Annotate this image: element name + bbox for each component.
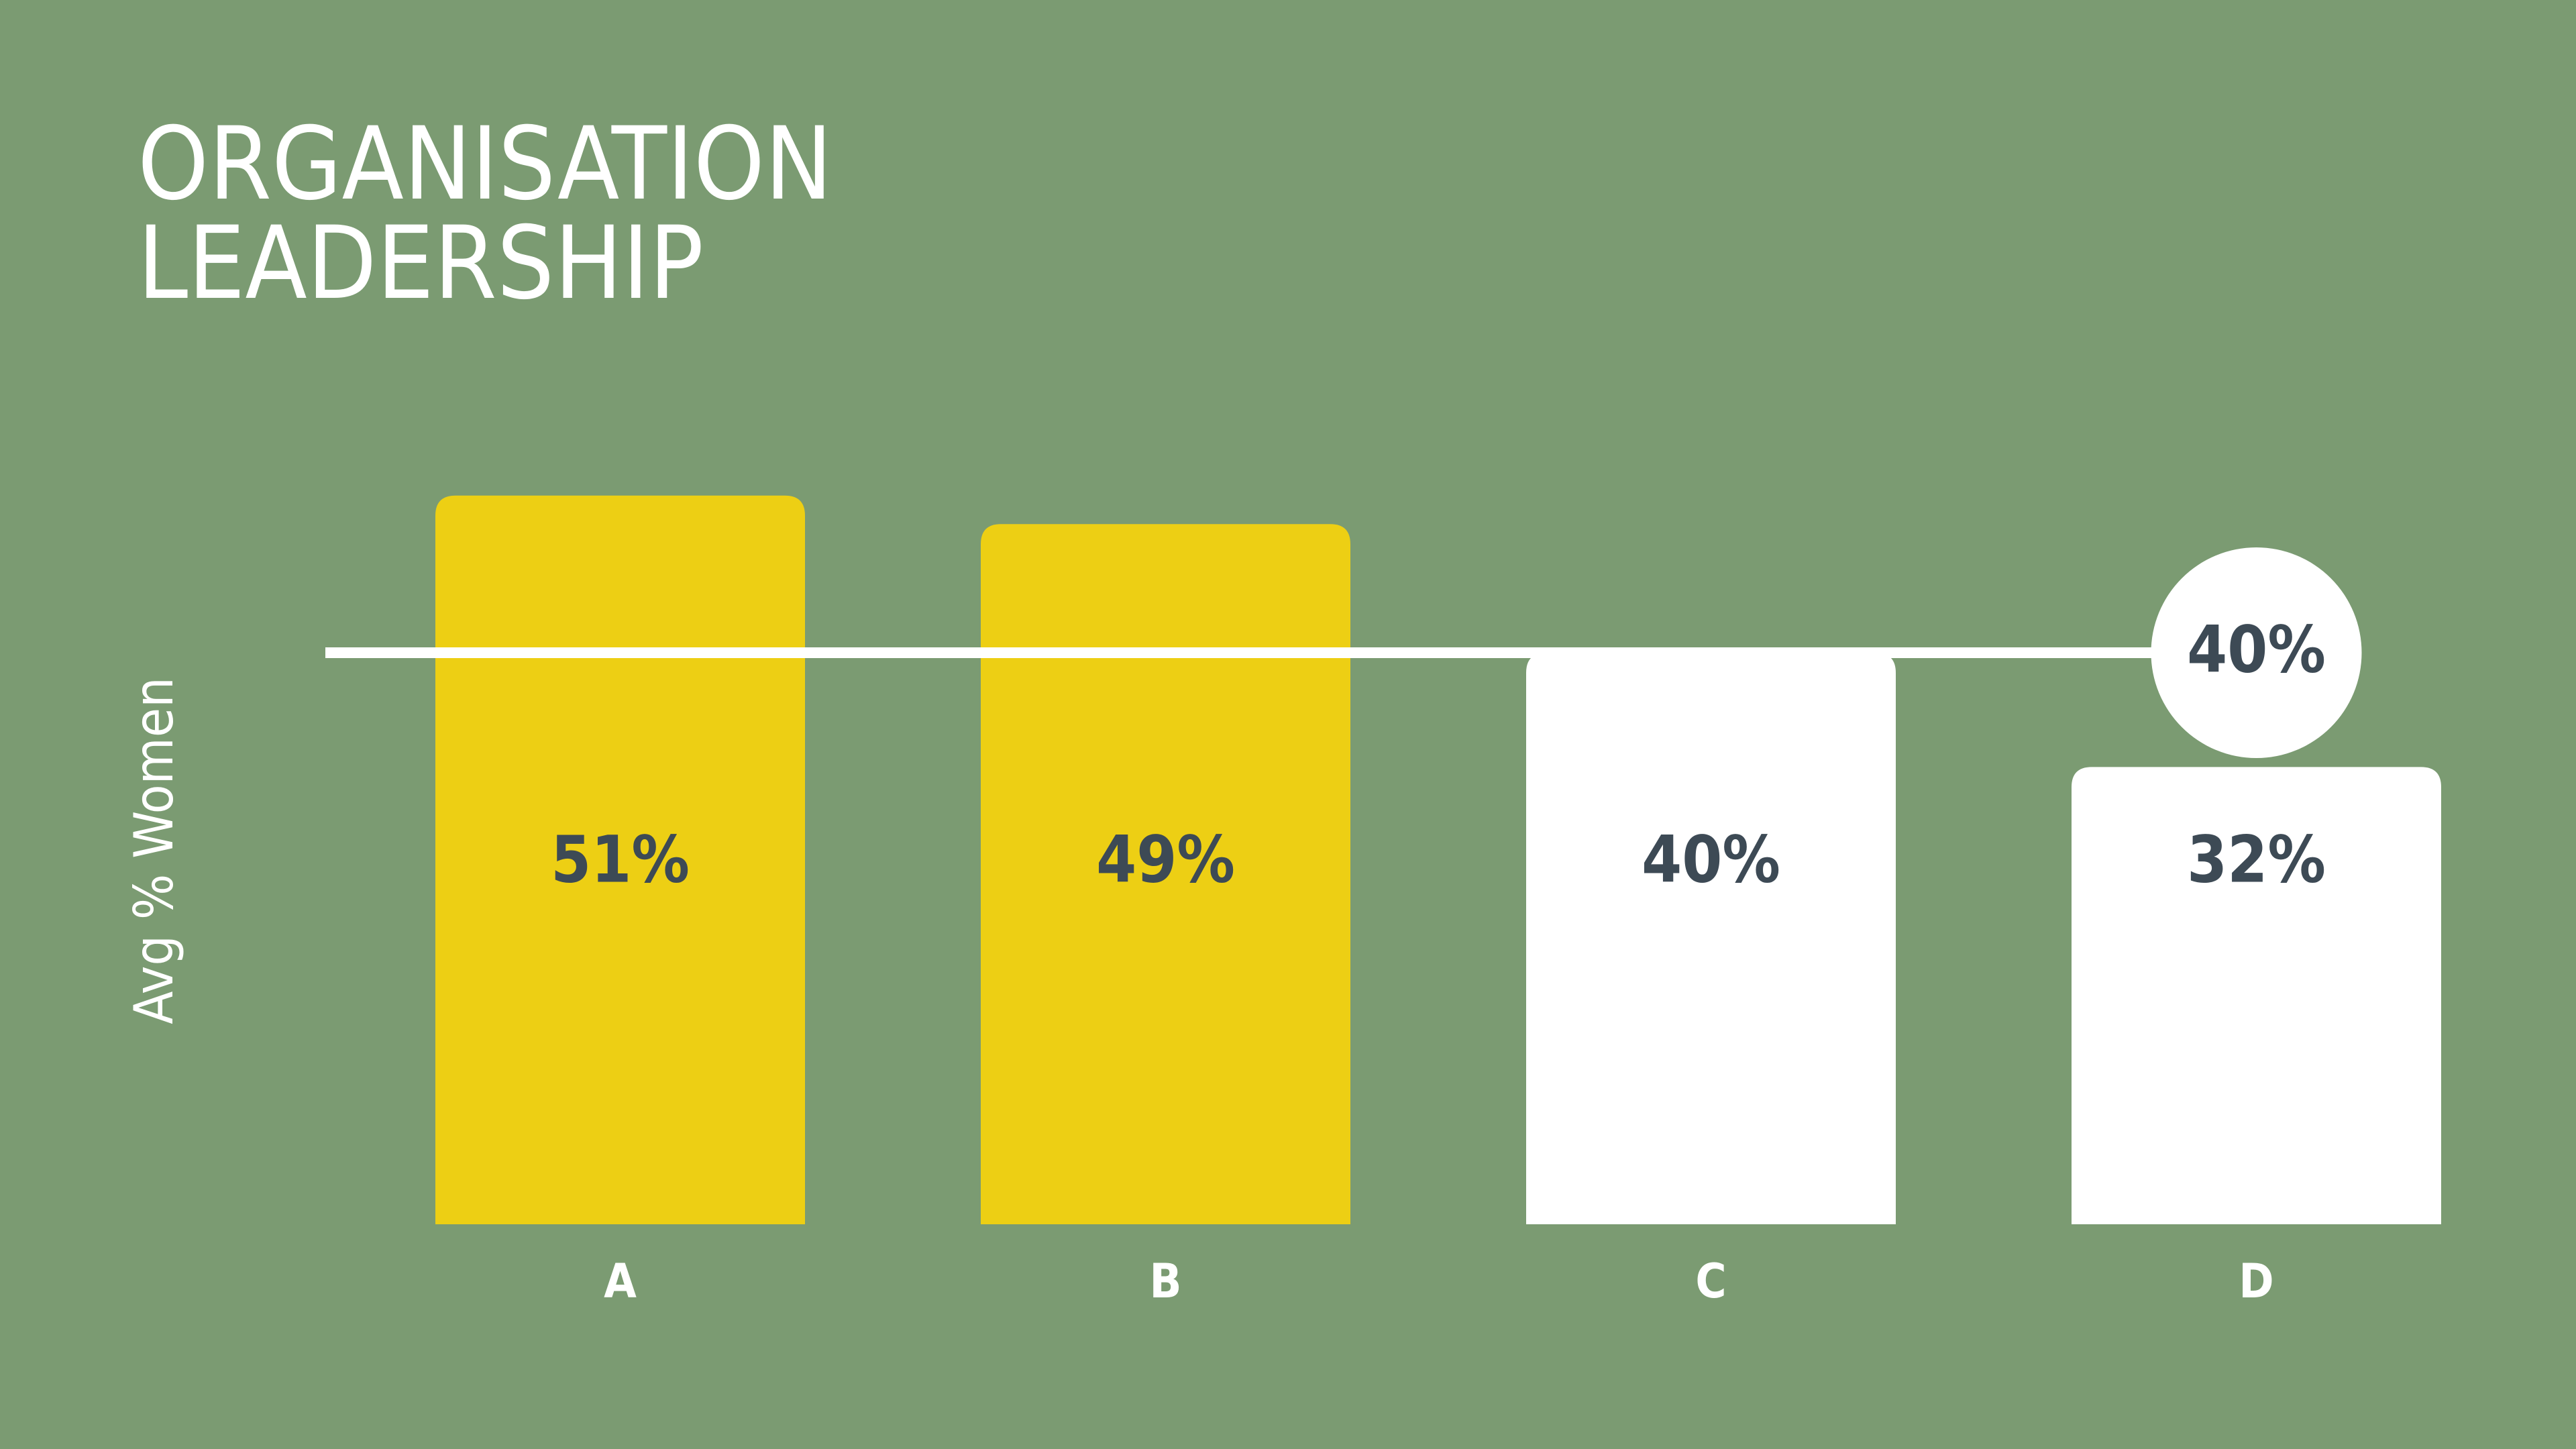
reference-label: 40% [2187,612,2326,687]
chart-title: ORGANISATION LEADERSHIP [138,106,833,322]
value-label: 32% [2187,822,2326,897]
bar [1526,653,1896,1224]
reference-badge [2151,547,2362,758]
x-tick-label: D [2239,1254,2273,1309]
value-label: 49% [1096,822,1235,897]
y-axis-label: Avg % Women [123,677,185,1024]
bar [981,524,1350,1224]
x-tick-label: A [604,1254,637,1309]
bar [2072,767,2441,1224]
value-label: 51% [551,822,690,897]
value-label: 40% [1642,822,1780,897]
x-tick-label: C [1695,1254,1726,1309]
bar [435,495,805,1225]
x-tick-label: B [1150,1254,1182,1309]
